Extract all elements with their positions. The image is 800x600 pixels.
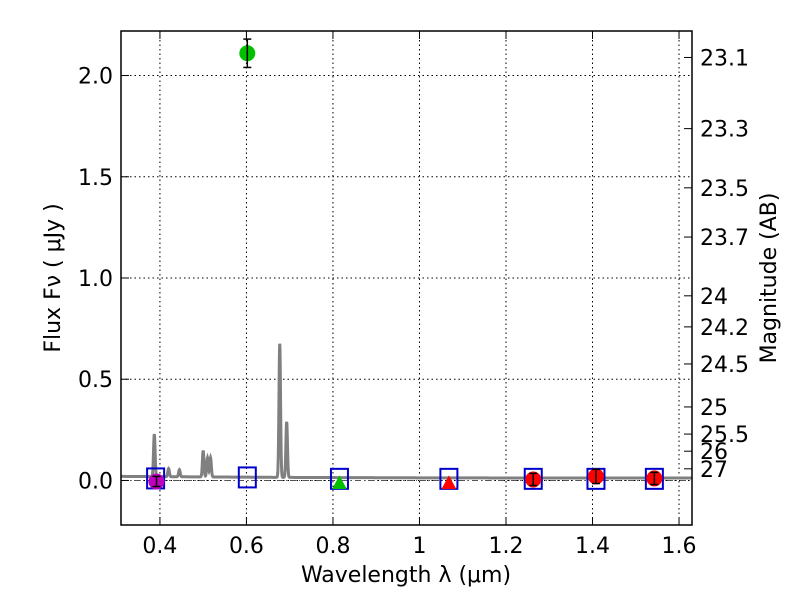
plot-area <box>121 38 692 490</box>
mag-tick-label: 25.5 <box>700 423 749 448</box>
y-tick-label: 1.5 <box>78 166 113 191</box>
model-photometry-square <box>523 467 543 490</box>
photometry-upper-limit <box>332 475 347 489</box>
mag-tick-label: 25 <box>700 396 728 421</box>
x-tick-label: 0.6 <box>229 534 264 559</box>
model-photometry-square <box>644 467 664 490</box>
y-tick-labels: 0.0 0.5 1.0 1.5 2.0 <box>78 65 113 495</box>
y-axis-label: Flux Fν ( μJy ) <box>41 203 66 352</box>
photometry-upper-limit <box>441 475 457 489</box>
x-tick-label: 0.8 <box>315 534 350 559</box>
y-tick-label: 0.5 <box>78 368 113 393</box>
photometry-markers <box>148 38 663 490</box>
y-tick-label: 2.0 <box>78 65 113 90</box>
x-tick-label: 1.2 <box>488 534 523 559</box>
mag-tick-label: 26 <box>700 440 728 465</box>
axis-ticks <box>121 31 692 525</box>
x-axis-label: Wavelength λ (μm) <box>301 563 511 588</box>
x-tick-label: 1.4 <box>575 534 610 559</box>
mag-tick-label: 24.5 <box>700 353 749 378</box>
x-tick-label: 1.6 <box>662 534 697 559</box>
y2-axis-label: Magnitude (AB) <box>757 193 782 364</box>
mag-tick-label: 24 <box>700 285 728 310</box>
mag-tick-label: 23.1 <box>700 46 749 71</box>
mag-tick-label: 27 <box>700 458 728 483</box>
x-tick-label: 0.4 <box>142 534 177 559</box>
y-tick-label: 1.0 <box>78 267 113 292</box>
x-tick-label: 1 <box>412 534 426 559</box>
mag-tick-label: 23.7 <box>700 226 749 251</box>
mag-tick-label: 23.3 <box>700 118 749 143</box>
x-tick-labels: 0.4 0.6 0.8 1 1.2 1.4 1.6 <box>142 534 696 559</box>
mag-tick-label: 23.5 <box>700 177 749 202</box>
mag-tick-label: 24.2 <box>700 316 749 341</box>
model-photometry-square <box>237 466 257 489</box>
y-tick-label: 0.0 <box>78 469 113 494</box>
